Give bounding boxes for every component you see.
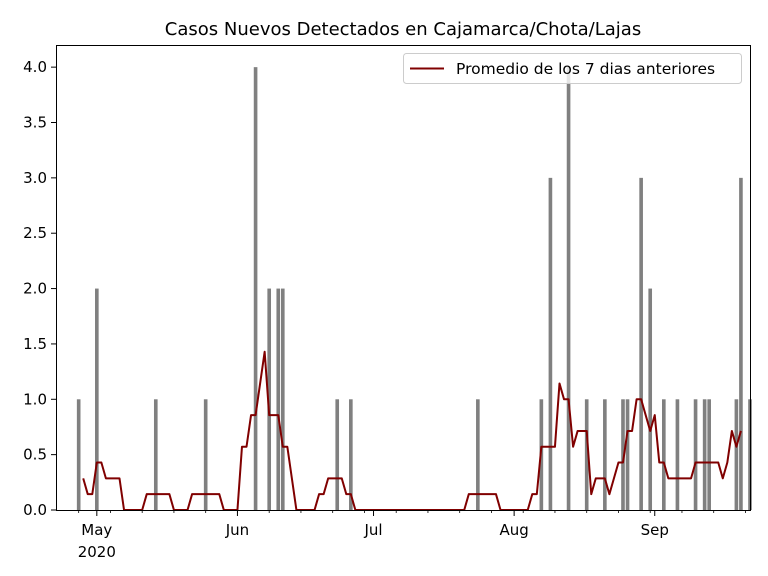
- bar: [476, 399, 480, 510]
- y-tick-label: 1.5: [23, 335, 47, 353]
- y-tick-label: 2.0: [23, 280, 47, 298]
- bar: [349, 399, 353, 510]
- bar: [566, 67, 571, 510]
- bar: [702, 399, 707, 510]
- bar: [253, 67, 258, 510]
- bar: [662, 399, 666, 510]
- y-tick-label: 1.0: [23, 390, 47, 408]
- legend-box: [403, 53, 742, 84]
- bars: [76, 67, 752, 511]
- bar: [675, 399, 680, 510]
- x-axis: May 2020 Jun Jul Aug Sep: [78, 510, 746, 561]
- bar: [707, 399, 711, 510]
- bar: [603, 399, 607, 510]
- y-tick-label: 2.5: [23, 224, 47, 242]
- legend-label: Promedio de los 7 dias anteriores: [456, 60, 715, 78]
- bar: [739, 177, 743, 511]
- x-tick-label: May: [81, 521, 112, 539]
- x-tick-sublabel: 2020: [78, 543, 116, 561]
- x-tick-label: Jun: [225, 521, 249, 539]
- x-tick-label: Sep: [641, 521, 669, 539]
- bar: [625, 399, 630, 510]
- bar: [734, 399, 739, 510]
- bar: [280, 288, 285, 510]
- bar: [203, 399, 208, 510]
- y-tick-label: 0.0: [23, 501, 47, 519]
- x-tick-label: Aug: [499, 521, 528, 539]
- bar: [648, 288, 653, 510]
- bar: [639, 177, 643, 511]
- y-tick-label: 3.5: [23, 114, 47, 132]
- y-tick-label: 4.0: [23, 58, 47, 76]
- bar: [335, 399, 340, 510]
- bar: [76, 399, 81, 510]
- legend: Promedio de los 7 dias anteriores: [403, 53, 742, 84]
- axes-frame: [56, 45, 751, 511]
- bar: [276, 288, 281, 510]
- bar: [693, 399, 698, 510]
- x-tick-label: Jul: [363, 521, 382, 539]
- bar: [153, 399, 158, 510]
- y-tick-label: 3.0: [23, 169, 47, 187]
- bar: [621, 399, 625, 510]
- y-axis: 0.0 0.5 1.0 1.5 2.0 2.5 3.0 3.5 4.0: [23, 58, 56, 519]
- bar: [267, 288, 272, 510]
- y-tick-label: 0.5: [23, 446, 47, 464]
- bar: [95, 288, 99, 510]
- chart-title: Casos Nuevos Detectados en Cajamarca/Cho…: [165, 19, 641, 40]
- bar: [548, 177, 553, 511]
- bar: [584, 399, 589, 510]
